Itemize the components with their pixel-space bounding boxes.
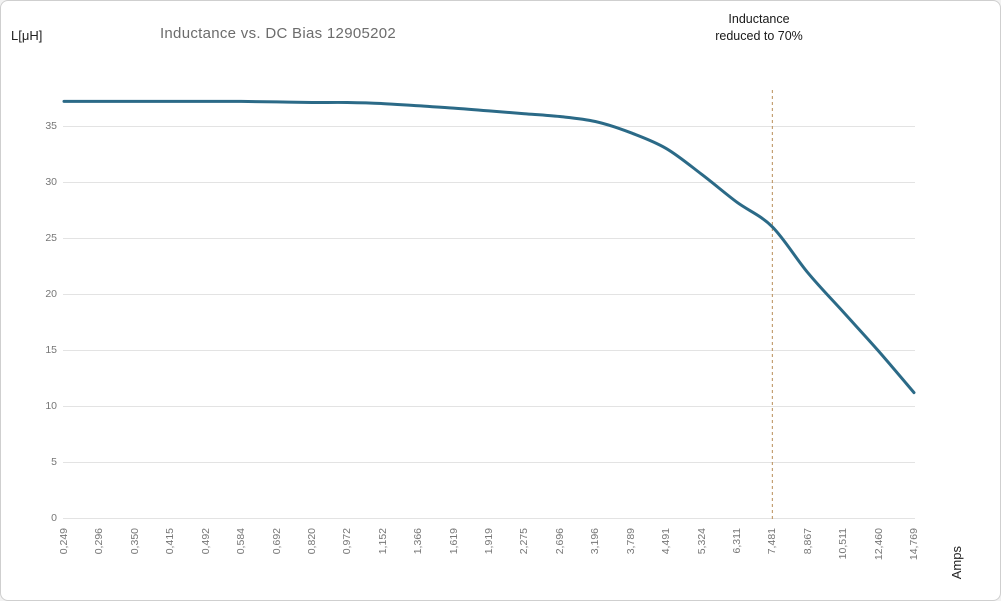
annotation-line2: reduced to 70% (715, 29, 803, 43)
annotation-line1: Inductance (728, 12, 790, 26)
y-tick-label: 15 (45, 344, 57, 356)
y-tick-label: 10 (45, 400, 57, 412)
y-axis-unit-label: L[μH] (11, 28, 43, 43)
y-tick-label: 0 (51, 512, 57, 524)
gridline (63, 125, 915, 127)
annotation-text: Inductance reduced to 70% (659, 11, 859, 45)
gridline (63, 349, 915, 351)
chart-title: Inductance vs. DC Bias 12905202 (159, 25, 397, 42)
gridline (63, 181, 915, 183)
gridline (63, 293, 915, 295)
inductance-curve (62, 99, 916, 395)
gridline (63, 461, 915, 463)
y-tick-label: 35 (45, 120, 57, 132)
y-tick-label: 25 (45, 232, 57, 244)
y-tick-label: 20 (45, 288, 57, 300)
gridline (63, 405, 915, 407)
y-tick-label: 5 (51, 456, 57, 468)
gridline (63, 517, 915, 519)
y-tick-label: 30 (45, 176, 57, 188)
x-axis-unit-label: Amps (949, 546, 964, 580)
gridline (63, 237, 915, 239)
